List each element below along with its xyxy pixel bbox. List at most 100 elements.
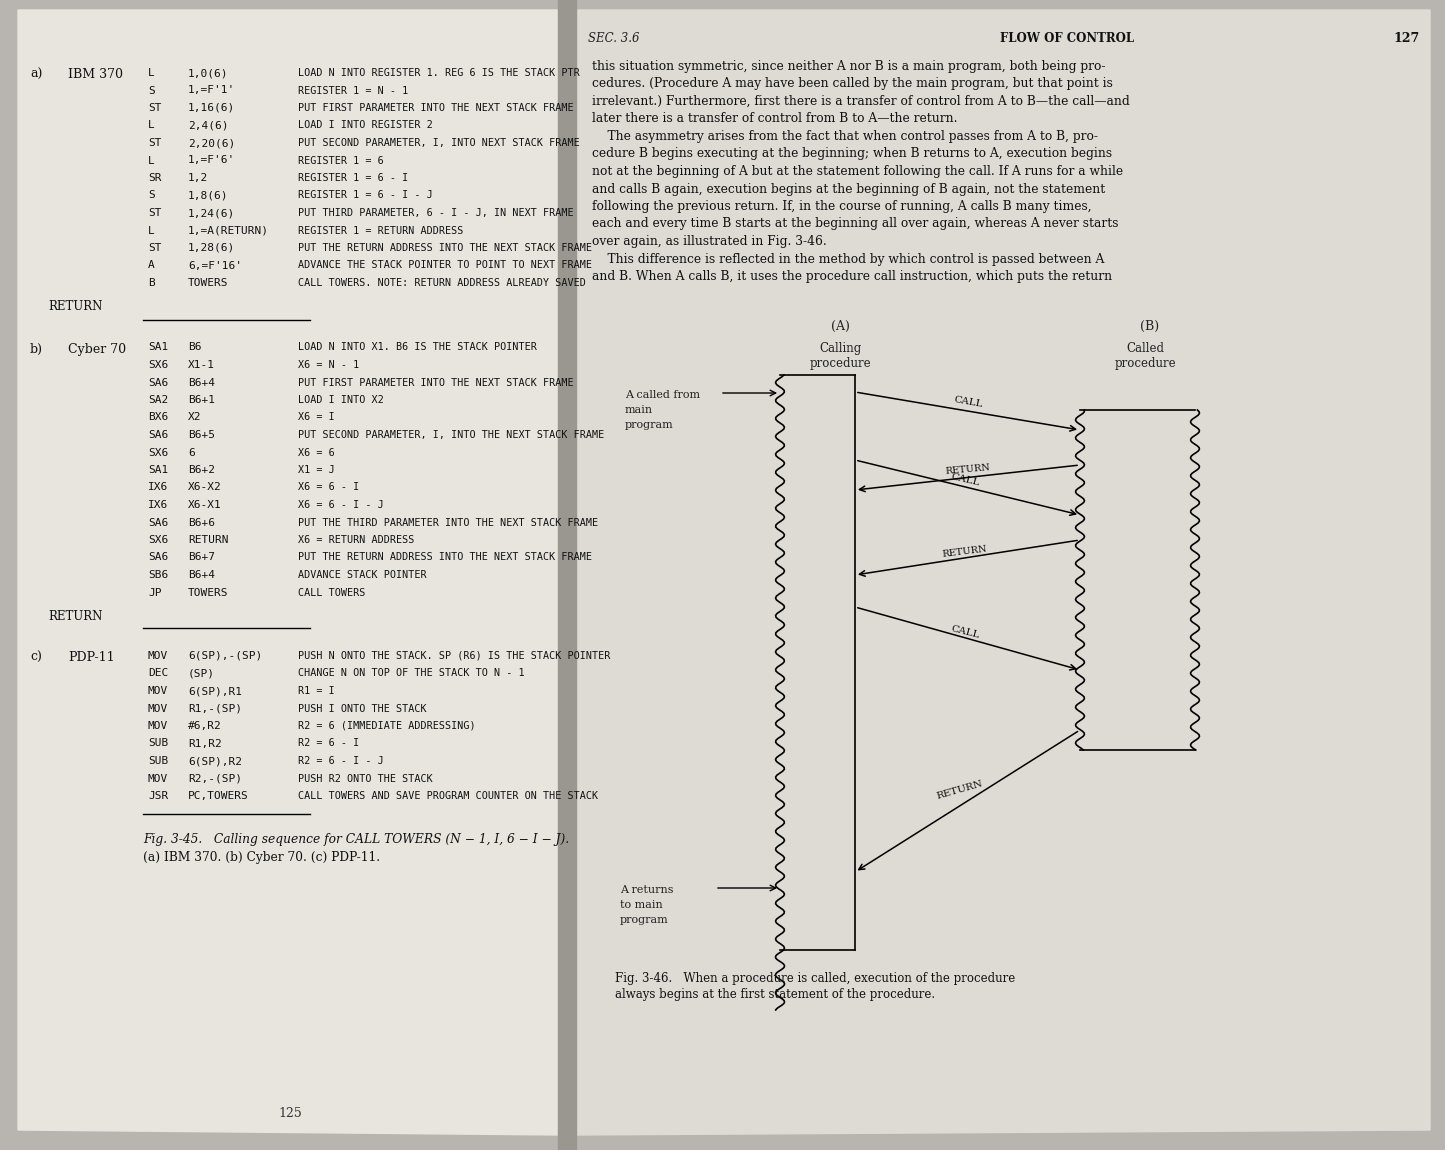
- Text: B6: B6: [188, 343, 201, 353]
- Text: main: main: [626, 405, 653, 415]
- Text: (B): (B): [1140, 320, 1159, 334]
- Text: B6+4: B6+4: [188, 570, 215, 580]
- Polygon shape: [17, 10, 561, 1135]
- Text: SX6: SX6: [147, 535, 168, 545]
- Text: Fig. 3-46.   When a procedure is called, execution of the procedure: Fig. 3-46. When a procedure is called, e…: [616, 972, 1016, 986]
- Text: ST: ST: [147, 243, 162, 253]
- Text: X6 = I: X6 = I: [298, 413, 335, 422]
- Text: PC,TOWERS: PC,TOWERS: [188, 791, 249, 802]
- Text: B6+1: B6+1: [188, 394, 215, 405]
- Text: a): a): [30, 68, 42, 80]
- Text: R1,R2: R1,R2: [188, 738, 221, 749]
- Text: BX6: BX6: [147, 413, 168, 422]
- Text: B6+4: B6+4: [188, 377, 215, 388]
- Text: A called from: A called from: [626, 390, 701, 400]
- Text: R2,-(SP): R2,-(SP): [188, 774, 241, 783]
- Text: #6,R2: #6,R2: [188, 721, 221, 731]
- Text: PUSH I ONTO THE STACK: PUSH I ONTO THE STACK: [298, 704, 426, 713]
- Text: IBM 370: IBM 370: [68, 68, 123, 80]
- Text: SUB: SUB: [147, 756, 168, 766]
- Text: LOAD I INTO REGISTER 2: LOAD I INTO REGISTER 2: [298, 121, 432, 130]
- Text: B: B: [147, 278, 155, 288]
- Text: irrelevant.) Furthermore, first there is a transfer of control from A to B—the c: irrelevant.) Furthermore, first there is…: [592, 95, 1130, 108]
- Text: CALL TOWERS: CALL TOWERS: [298, 588, 366, 598]
- Text: PUT THIRD PARAMETER, 6 - I - J, IN NEXT FRAME: PUT THIRD PARAMETER, 6 - I - J, IN NEXT …: [298, 208, 574, 218]
- Text: (a) IBM 370. (b) Cyber 70. (c) PDP-11.: (a) IBM 370. (b) Cyber 70. (c) PDP-11.: [143, 851, 380, 865]
- Text: to main: to main: [620, 900, 663, 910]
- Text: SA6: SA6: [147, 552, 168, 562]
- Text: PUT THE THIRD PARAMETER INTO THE NEXT STACK FRAME: PUT THE THIRD PARAMETER INTO THE NEXT ST…: [298, 518, 598, 528]
- Text: L: L: [147, 121, 155, 130]
- Text: TOWERS: TOWERS: [188, 278, 228, 288]
- Text: A: A: [147, 261, 155, 270]
- Text: REGISTER 1 = 6: REGISTER 1 = 6: [298, 155, 384, 166]
- Text: PUSH R2 ONTO THE STACK: PUSH R2 ONTO THE STACK: [298, 774, 432, 783]
- Text: R2 = 6 (IMMEDIATE ADDRESSING): R2 = 6 (IMMEDIATE ADDRESSING): [298, 721, 475, 731]
- Text: Fig. 3-45.   Calling sequence for CALL TOWERS (N − 1, I, 6 − I − J).: Fig. 3-45. Calling sequence for CALL TOW…: [143, 834, 569, 846]
- Text: X6 = 6: X6 = 6: [298, 447, 335, 458]
- Text: 1,8(6): 1,8(6): [188, 191, 228, 200]
- Text: CALL TOWERS AND SAVE PROGRAM COUNTER ON THE STACK: CALL TOWERS AND SAVE PROGRAM COUNTER ON …: [298, 791, 598, 802]
- Text: 6: 6: [188, 447, 195, 458]
- Text: JSR: JSR: [147, 791, 168, 802]
- Text: X6 = RETURN ADDRESS: X6 = RETURN ADDRESS: [298, 535, 415, 545]
- Text: B6+5: B6+5: [188, 430, 215, 440]
- Text: 1,=F'1': 1,=F'1': [188, 85, 236, 95]
- Text: A returns: A returns: [620, 886, 673, 895]
- Text: PUT SECOND PARAMETER, I, INTO NEXT STACK FRAME: PUT SECOND PARAMETER, I, INTO NEXT STACK…: [298, 138, 579, 148]
- Text: 2,20(6): 2,20(6): [188, 138, 236, 148]
- Text: PUT FIRST PARAMETER INTO THE NEXT STACK FRAME: PUT FIRST PARAMETER INTO THE NEXT STACK …: [298, 104, 574, 113]
- Text: MOV: MOV: [147, 721, 168, 731]
- Text: R1,-(SP): R1,-(SP): [188, 704, 241, 713]
- Text: CALL TOWERS. NOTE: RETURN ADDRESS ALREADY SAVED: CALL TOWERS. NOTE: RETURN ADDRESS ALREAD…: [298, 278, 585, 288]
- Text: RETURN: RETURN: [48, 610, 103, 623]
- Text: and calls B again, execution begins at the beginning of B again, not the stateme: and calls B again, execution begins at t…: [592, 183, 1105, 196]
- Text: LOAD N INTO REGISTER 1. REG 6 IS THE STACK PTR: LOAD N INTO REGISTER 1. REG 6 IS THE STA…: [298, 68, 579, 78]
- Text: X6 = N - 1: X6 = N - 1: [298, 360, 360, 370]
- Text: 1,2: 1,2: [188, 172, 208, 183]
- Text: b): b): [30, 343, 43, 355]
- Text: RETURN: RETURN: [945, 463, 991, 476]
- Text: S: S: [147, 85, 155, 95]
- Text: LOAD I INTO X2: LOAD I INTO X2: [298, 394, 384, 405]
- Text: CALL: CALL: [949, 624, 980, 639]
- Text: IX6: IX6: [147, 483, 168, 492]
- Text: RETURN: RETURN: [942, 545, 988, 559]
- Text: 125: 125: [277, 1107, 302, 1120]
- Text: The asymmetry arises from the fact that when control passes from A to B, pro-: The asymmetry arises from the fact that …: [592, 130, 1098, 143]
- Text: ST: ST: [147, 138, 162, 148]
- Text: REGISTER 1 = 6 - I: REGISTER 1 = 6 - I: [298, 172, 409, 183]
- Text: L: L: [147, 225, 155, 236]
- Text: and B. When A calls B, it uses the procedure call instruction, which puts the re: and B. When A calls B, it uses the proce…: [592, 270, 1113, 283]
- Text: c): c): [30, 651, 42, 664]
- Text: FLOW OF CONTROL: FLOW OF CONTROL: [1000, 32, 1134, 45]
- Text: CALL: CALL: [952, 396, 983, 409]
- Text: SB6: SB6: [147, 570, 168, 580]
- Text: ST: ST: [147, 208, 162, 218]
- Text: cedure B begins executing at the beginning; when B returns to A, execution begin: cedure B begins executing at the beginni…: [592, 147, 1113, 161]
- Text: PUT SECOND PARAMETER, I, INTO THE NEXT STACK FRAME: PUT SECOND PARAMETER, I, INTO THE NEXT S…: [298, 430, 604, 440]
- Text: MOV: MOV: [147, 704, 168, 713]
- Text: SA6: SA6: [147, 430, 168, 440]
- Text: (A): (A): [831, 320, 850, 334]
- Text: SX6: SX6: [147, 447, 168, 458]
- Text: over again, as illustrated in Fig. 3-46.: over again, as illustrated in Fig. 3-46.: [592, 235, 827, 248]
- Text: procedure: procedure: [809, 356, 871, 370]
- Text: cedures. (Procedure A may have been called by the main program, but that point i: cedures. (Procedure A may have been call…: [592, 77, 1113, 91]
- Text: program: program: [620, 915, 669, 925]
- Text: B6+6: B6+6: [188, 518, 215, 528]
- Text: R2 = 6 - I - J: R2 = 6 - I - J: [298, 756, 384, 766]
- Text: X6 = 6 - I - J: X6 = 6 - I - J: [298, 500, 384, 509]
- Text: R2 = 6 - I: R2 = 6 - I: [298, 738, 360, 749]
- Text: 6(SP),-(SP): 6(SP),-(SP): [188, 651, 262, 661]
- Bar: [558, 0, 577, 1150]
- Text: Cyber 70: Cyber 70: [68, 343, 126, 355]
- Text: RETURN: RETURN: [936, 779, 984, 800]
- Text: not at the beginning of A but at the statement following the call. If A runs for: not at the beginning of A but at the sta…: [592, 164, 1123, 178]
- Text: REGISTER 1 = RETURN ADDRESS: REGISTER 1 = RETURN ADDRESS: [298, 225, 464, 236]
- Text: PUSH N ONTO THE STACK. SP (R6) IS THE STACK POINTER: PUSH N ONTO THE STACK. SP (R6) IS THE ST…: [298, 651, 610, 661]
- Text: MOV: MOV: [147, 651, 168, 661]
- Text: each and every time B starts at the beginning all over again, whereas A never st: each and every time B starts at the begi…: [592, 217, 1118, 230]
- Text: SUB: SUB: [147, 738, 168, 749]
- Text: MOV: MOV: [147, 774, 168, 783]
